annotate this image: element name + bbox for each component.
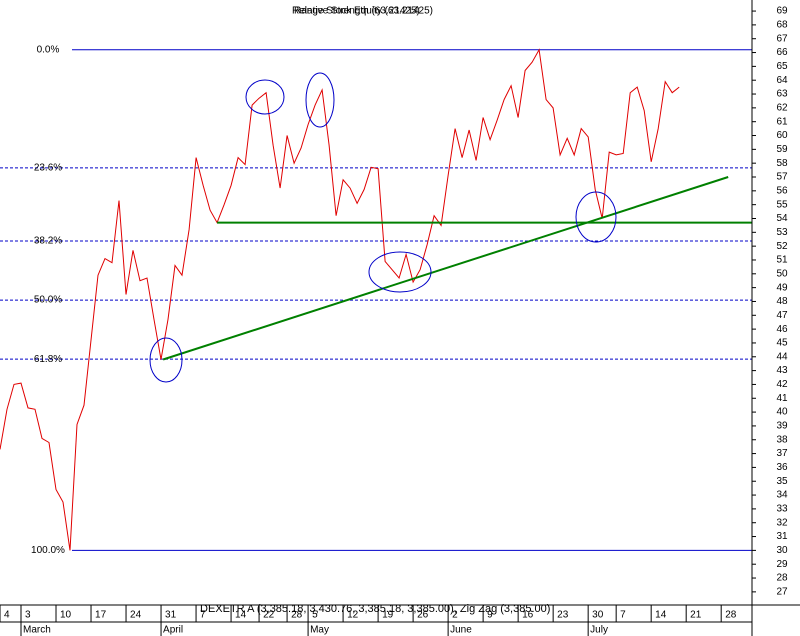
trend-line bbox=[162, 176, 729, 361]
x-tick-label: 26 bbox=[417, 610, 429, 621]
y-tick-label: 43 bbox=[776, 365, 788, 376]
y-tick-label: 60 bbox=[776, 130, 788, 141]
month-label: July bbox=[590, 625, 608, 636]
y-tick-label: 27 bbox=[776, 587, 788, 598]
x-tick-label: 30 bbox=[592, 610, 604, 621]
y-tick-label: 42 bbox=[776, 379, 788, 390]
month-label: April bbox=[163, 625, 183, 636]
footer-legend: DEXETR A (3,385.18, 3,430.76, 3,385.18, … bbox=[200, 603, 550, 615]
x-tick-label: 16 bbox=[522, 610, 534, 621]
x-tick-label: 19 bbox=[382, 610, 394, 621]
y-tick-label: 67 bbox=[776, 33, 788, 44]
y-tick-label: 29 bbox=[776, 559, 788, 570]
month-label: June bbox=[450, 625, 472, 636]
y-tick-label: 51 bbox=[776, 255, 788, 266]
ellipse bbox=[245, 79, 285, 115]
annotations bbox=[149, 72, 617, 383]
y-tick-label: 57 bbox=[776, 172, 788, 183]
y-tick-label: 65 bbox=[776, 61, 788, 72]
x-tick-label: 7 bbox=[200, 610, 206, 621]
y-tick-label: 59 bbox=[776, 144, 788, 155]
y-tick-label: 34 bbox=[776, 490, 788, 501]
x-tick-label: 21 bbox=[690, 610, 702, 621]
month-label: March bbox=[23, 625, 51, 636]
x-tick-label: 7 bbox=[620, 610, 626, 621]
ellipse bbox=[149, 337, 183, 383]
plot-area: 0.0% 23.6% 38.2% 50.0% 61.8% 100.0% bbox=[0, 44, 752, 556]
x-tick-label: 12 bbox=[347, 610, 359, 621]
x-tick-label: 23 bbox=[557, 610, 569, 621]
ellipse bbox=[368, 251, 432, 293]
x-tick-label: 17 bbox=[95, 610, 107, 621]
x-tick-label: 5 bbox=[312, 610, 318, 621]
y-tick-label: 36 bbox=[776, 462, 788, 473]
x-tick-label: 2 bbox=[452, 610, 458, 621]
y-tick-label: 66 bbox=[776, 47, 788, 58]
y-tick-label: 37 bbox=[776, 448, 788, 459]
y-tick-label: 35 bbox=[776, 476, 788, 487]
y-tick-label: 48 bbox=[776, 296, 788, 307]
y-tick-label: 52 bbox=[776, 241, 788, 252]
y-tick-label: 38 bbox=[776, 434, 788, 445]
x-tick-label: 14 bbox=[655, 610, 667, 621]
y-tick-label: 41 bbox=[776, 393, 788, 404]
x-tick-label: 4 bbox=[4, 610, 10, 621]
price-line bbox=[0, 48, 680, 551]
x-tick-label: 22 bbox=[263, 610, 275, 621]
x-tick-label: 14 bbox=[235, 610, 247, 621]
y-tick-label: 61 bbox=[776, 116, 788, 127]
y-tick-label: 40 bbox=[776, 407, 788, 418]
fib-label: 0.0% bbox=[37, 44, 60, 55]
fib-label: 100.0% bbox=[31, 545, 65, 556]
x-tick-label: 31 bbox=[165, 610, 177, 621]
title: Relative Strength (63.21425) bbox=[292, 6, 420, 17]
fib-label: 23.6% bbox=[34, 163, 62, 174]
x-tick-label: 9 bbox=[487, 610, 493, 621]
month-label: May bbox=[310, 625, 329, 636]
x-tick-label: 3 bbox=[25, 610, 31, 621]
y-tick-label: 33 bbox=[776, 504, 788, 515]
y-tick-label: 30 bbox=[776, 545, 788, 556]
y-tick-label: 49 bbox=[776, 282, 788, 293]
y-tick-label: 44 bbox=[776, 351, 788, 362]
y-tick-label: 54 bbox=[776, 213, 788, 224]
y-tick-label: 32 bbox=[776, 517, 788, 528]
x-tick-label: 28 bbox=[725, 610, 737, 621]
x-tick-label: 24 bbox=[130, 610, 142, 621]
y-tick-label: 53 bbox=[776, 227, 788, 238]
title: Range Stock Equity (63.21425) bbox=[294, 6, 433, 17]
y-tick-label: 58 bbox=[776, 158, 788, 169]
x-tick-label: 28 bbox=[291, 610, 303, 621]
y-tick-label: 46 bbox=[776, 324, 788, 335]
y-tick-label: 50 bbox=[776, 268, 788, 279]
y-tick-label: 62 bbox=[776, 103, 788, 114]
y-tick-label: 68 bbox=[776, 20, 788, 31]
y-tick-label: 64 bbox=[776, 75, 788, 86]
ellipse bbox=[575, 191, 617, 243]
x-tick-label: 10 bbox=[60, 610, 72, 621]
ellipse bbox=[305, 72, 335, 128]
y-tick-label: 63 bbox=[776, 89, 788, 100]
fib-label: 38.2% bbox=[34, 236, 62, 247]
fib-label: 61.8% bbox=[34, 354, 62, 365]
y-tick-label: 47 bbox=[776, 310, 788, 321]
y-tick-label: 56 bbox=[776, 185, 788, 196]
y-tick-label: 39 bbox=[776, 421, 788, 432]
y-tick-label: 69 bbox=[776, 6, 788, 17]
y-tick-label: 55 bbox=[776, 199, 788, 210]
y-tick-label: 31 bbox=[776, 531, 788, 542]
fib-label: 50.0% bbox=[34, 295, 62, 306]
y-tick-label: 45 bbox=[776, 338, 788, 349]
y-tick-label: 28 bbox=[776, 573, 788, 584]
